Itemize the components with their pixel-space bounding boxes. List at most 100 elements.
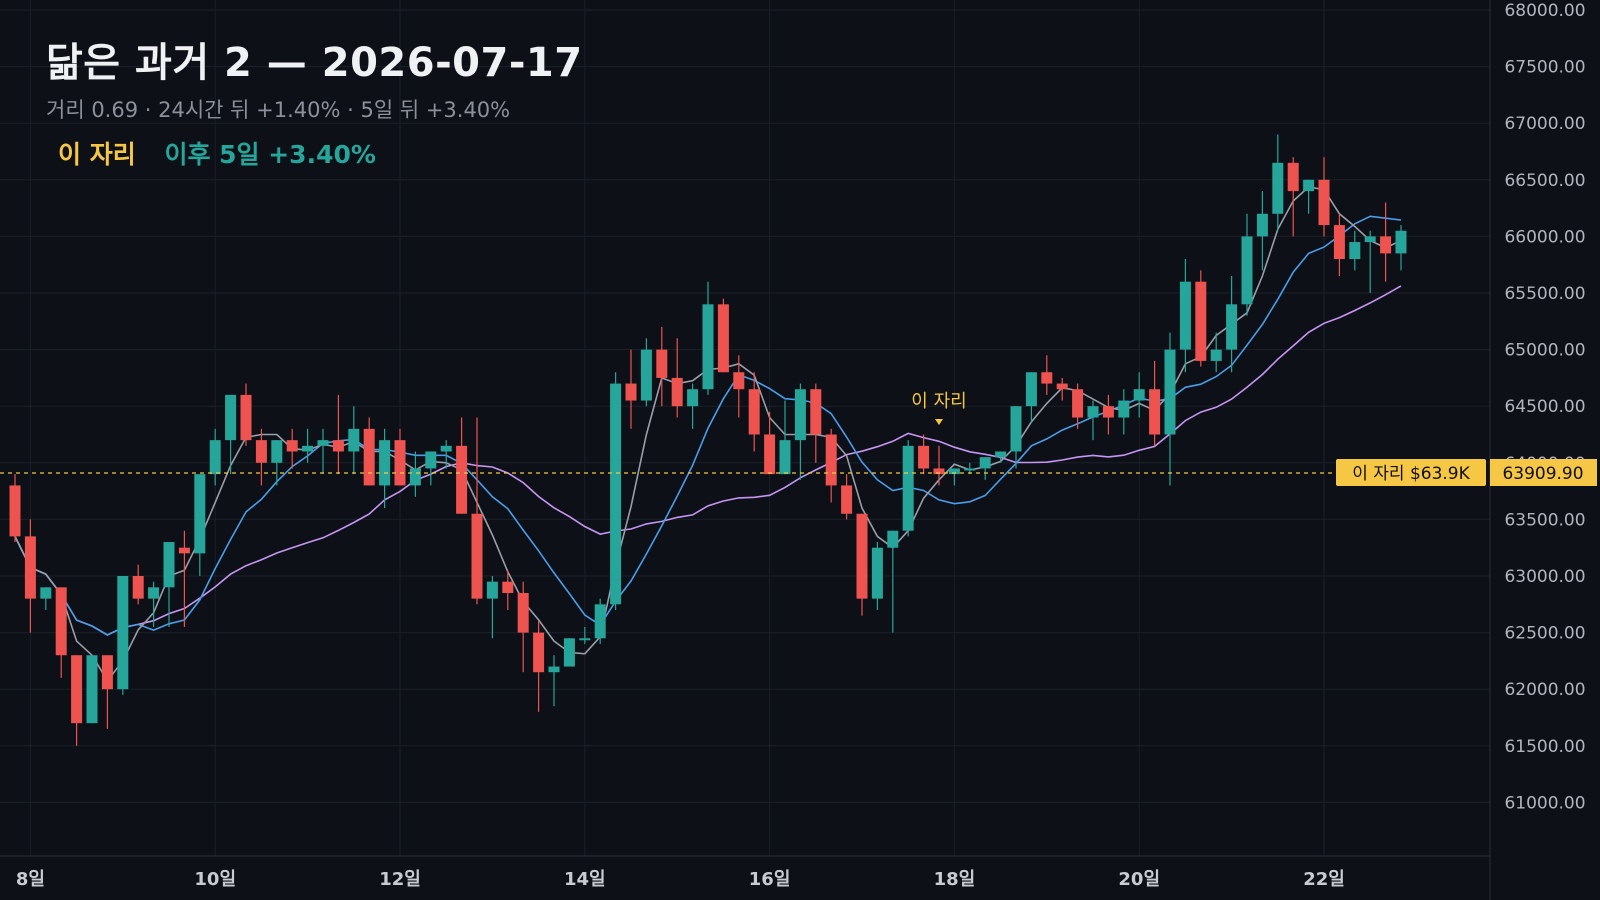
candle [948, 468, 960, 486]
candle [610, 372, 622, 610]
candle [702, 281, 714, 395]
candle [625, 349, 637, 429]
y-tick-label: 63000.00 [1504, 567, 1585, 587]
x-tick-label: 8일 [16, 869, 45, 890]
candle [1210, 332, 1222, 373]
candle [1179, 259, 1191, 373]
candle [1287, 157, 1299, 237]
candle [887, 530, 899, 633]
candle [871, 542, 883, 610]
candle [332, 394, 344, 475]
candle [1056, 377, 1068, 401]
candle [348, 406, 360, 475]
y-tick-label: 61500.00 [1504, 737, 1585, 757]
candle [1256, 191, 1268, 271]
x-tick-label: 16일 [749, 869, 791, 890]
price-tag-bg [1490, 459, 1597, 486]
candle [117, 576, 129, 695]
price-tags: 이 자리 $63.9K 63909.90 [1336, 459, 1597, 486]
candle [764, 411, 776, 475]
y-tick-label: 68000.00 [1504, 1, 1585, 21]
candle [178, 530, 190, 627]
candle [409, 451, 421, 497]
candle [810, 383, 822, 463]
candle [132, 564, 144, 605]
candle [225, 394, 237, 475]
x-tick-label: 14일 [564, 869, 606, 890]
candle [209, 428, 221, 486]
y-tick-label: 65500.00 [1504, 284, 1585, 304]
candle [933, 445, 945, 486]
candle [471, 417, 483, 605]
candle [240, 383, 252, 446]
y-tick-label: 61000.00 [1504, 793, 1585, 813]
x-tick-label: 10일 [194, 869, 236, 890]
legend-after-label: 이후 5일 +3.40% [164, 140, 376, 169]
y-tick-label: 65000.00 [1504, 341, 1585, 361]
candle [271, 440, 283, 486]
candle [1010, 406, 1022, 469]
candle [964, 462, 976, 475]
price-tag: 63909.90 [1502, 464, 1583, 484]
candle [317, 428, 329, 475]
candle [255, 428, 267, 486]
legend: 이 자리 이후 5일 +3.40% [58, 135, 376, 171]
candle [440, 440, 452, 469]
candle [825, 428, 837, 503]
candle [394, 428, 406, 486]
candle [1087, 400, 1099, 441]
y-tick-label: 67500.00 [1504, 58, 1585, 78]
position-marker: 이 자리 [911, 391, 967, 425]
candle [1118, 389, 1130, 435]
candle [548, 655, 560, 707]
candle [9, 474, 21, 543]
candle [1226, 276, 1238, 373]
candle [1133, 372, 1145, 418]
candle [425, 451, 437, 486]
y-tick-label: 62000.00 [1504, 680, 1585, 700]
candle [1041, 355, 1053, 395]
x-tick-label: 18일 [934, 869, 976, 890]
candle [733, 355, 745, 418]
candle [748, 372, 760, 452]
candle [656, 326, 668, 407]
marker-label: 이 자리 [911, 391, 966, 412]
x-tick-label: 22일 [1303, 869, 1345, 890]
candle [563, 638, 575, 667]
candle [86, 655, 98, 724]
legend-here-label: 이 자리 [58, 140, 136, 169]
candle [1102, 394, 1114, 435]
candle [1318, 157, 1330, 237]
candle [486, 576, 498, 639]
x-tick-label: 12일 [379, 869, 421, 890]
position-tag-bg [1336, 459, 1486, 486]
candle [533, 621, 545, 712]
candle [1241, 213, 1253, 316]
candle [517, 581, 529, 673]
y-tick-label: 64500.00 [1504, 397, 1585, 417]
candle [1380, 202, 1392, 282]
candle [194, 474, 206, 576]
candle [1164, 332, 1176, 486]
candle [979, 457, 991, 480]
candle [902, 440, 914, 537]
candle [794, 383, 806, 480]
candle [841, 474, 853, 520]
y-tick-label: 62500.00 [1504, 624, 1585, 644]
candle [687, 383, 699, 429]
candle [302, 428, 314, 463]
y-tick-label: 66000.00 [1504, 227, 1585, 247]
candle [1272, 134, 1284, 231]
y-tick-label: 67000.00 [1504, 114, 1585, 134]
candle [671, 338, 683, 418]
candle [918, 434, 930, 475]
candle [148, 581, 160, 627]
x-tick-label: 20일 [1118, 869, 1160, 890]
candle [1025, 372, 1037, 424]
candle [995, 451, 1007, 463]
candle [502, 570, 514, 610]
candle [1149, 360, 1161, 446]
candle [40, 587, 52, 610]
marker-arrow [935, 419, 943, 425]
